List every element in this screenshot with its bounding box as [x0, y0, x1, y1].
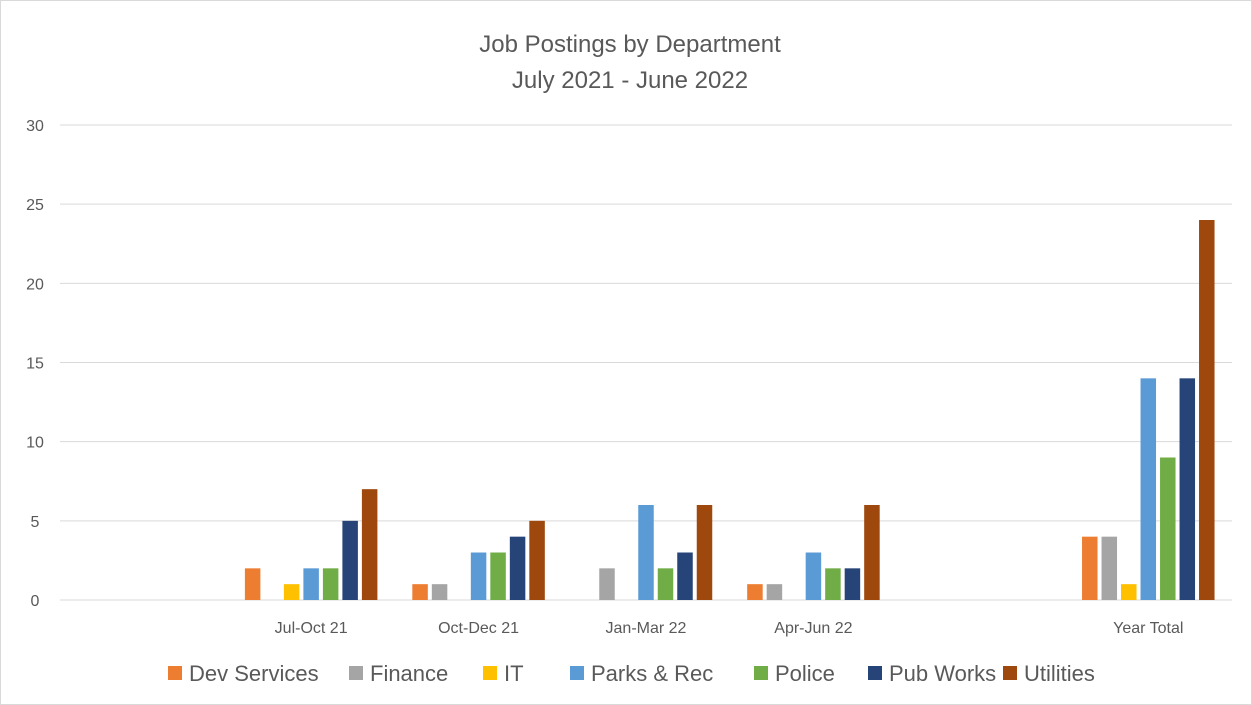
bar	[490, 552, 506, 600]
bar	[509, 536, 526, 600]
legend-swatch	[754, 666, 768, 680]
x-category-label: Jul-Oct 21	[275, 620, 348, 637]
legend-item: Police	[754, 661, 835, 686]
y-tick-label: 30	[26, 118, 44, 135]
bar	[431, 584, 448, 600]
y-tick-label: 15	[26, 356, 44, 373]
bar	[470, 552, 487, 600]
y-tick-label: 10	[26, 435, 44, 452]
bar	[412, 584, 428, 600]
x-category-label: Jan-Mar 22	[606, 620, 687, 637]
legend-label: Utilities	[1024, 661, 1095, 686]
chart-title: Job Postings by Department	[479, 31, 781, 58]
bar	[747, 584, 763, 600]
x-category-label: Oct-Dec 21	[438, 620, 519, 637]
bar	[529, 520, 545, 600]
legend-item: Parks & Rec	[570, 661, 713, 686]
legend-swatch	[483, 666, 497, 680]
legend-label: Finance	[370, 661, 448, 686]
y-axis-ticks: 0 5 10 15 20 25 30	[26, 118, 44, 610]
bar	[342, 520, 358, 600]
legend-label: Dev Services	[189, 661, 319, 686]
legend-swatch	[349, 666, 363, 680]
legend-label: Pub Works	[889, 661, 996, 686]
legend-swatch	[570, 666, 584, 680]
bar	[1101, 536, 1118, 600]
legend-swatch	[168, 666, 182, 680]
bar	[805, 552, 822, 600]
bar	[1179, 378, 1196, 600]
legend-item: Finance	[349, 661, 448, 686]
bar	[1160, 457, 1176, 600]
bar	[1082, 536, 1098, 600]
legend-label: Parks & Rec	[591, 661, 713, 686]
bar	[599, 568, 615, 600]
x-axis-categories: Jul-Oct 21 Oct-Dec 21 Jan-Mar 22 Apr-Jun 22…	[275, 620, 1184, 637]
bar	[844, 568, 861, 600]
x-category-label: Year Total	[1113, 620, 1183, 637]
bar	[1121, 584, 1137, 600]
bar	[696, 505, 713, 600]
legend: Dev Services Finance IT Parks & Rec Police Pu…	[168, 661, 1095, 686]
bar	[766, 584, 783, 600]
bar	[638, 505, 654, 600]
bar	[864, 505, 880, 600]
bar	[303, 568, 319, 600]
bar	[322, 568, 339, 600]
bar	[1199, 220, 1215, 600]
chart-subtitle: July 2021 - June 2022	[512, 67, 748, 94]
bar	[244, 568, 261, 600]
legend-swatch	[1003, 666, 1017, 680]
x-category-label: Apr-Jun 22	[774, 620, 852, 637]
y-tick-label: 25	[26, 197, 44, 214]
bars	[244, 220, 1215, 600]
y-tick-label: 5	[31, 514, 40, 531]
y-tick-label: 20	[26, 276, 44, 293]
bar	[1140, 378, 1157, 600]
legend-swatch	[868, 666, 882, 680]
legend-item: Pub Works	[868, 661, 996, 686]
bar	[361, 489, 378, 600]
bar	[825, 568, 841, 600]
bar	[677, 552, 693, 600]
legend-label: Police	[775, 661, 835, 686]
y-tick-label: 0	[31, 593, 40, 610]
legend-label: IT	[504, 661, 524, 686]
bar	[283, 584, 300, 600]
legend-item: IT	[483, 661, 524, 686]
legend-item: Dev Services	[168, 661, 319, 686]
bar	[657, 568, 674, 600]
legend-item: Utilities	[1003, 661, 1095, 686]
